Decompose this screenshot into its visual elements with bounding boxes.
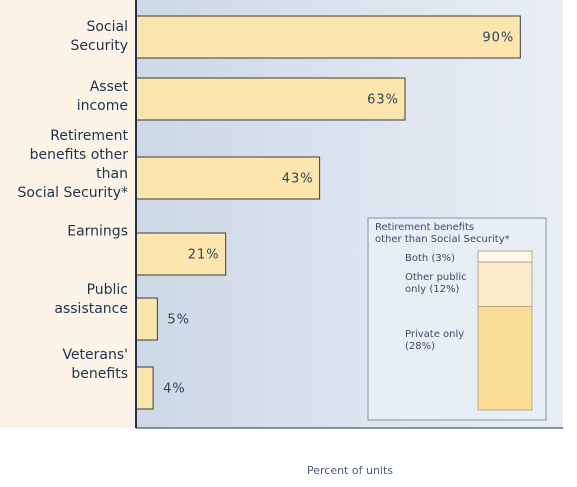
inset-title: Retirement benefits other than Social Se… (375, 222, 510, 245)
bar (135, 15, 521, 59)
bar (135, 297, 158, 341)
value-label: 4% (163, 382, 186, 397)
category-label: Public assistance (54, 282, 128, 317)
category-label: Retirement benefits other than Social Se… (17, 128, 128, 201)
inset-segment (477, 261, 533, 307)
value-label: 21% (188, 248, 220, 263)
inset-segment-label: Both (3%) (405, 253, 456, 264)
value-label: 43% (282, 172, 314, 187)
value-label: 63% (367, 93, 399, 108)
x-axis-title: Percent of units (307, 464, 393, 477)
category-label: Earnings (67, 223, 128, 240)
inset-segment-label: Private only (28%) (405, 329, 465, 352)
category-label: Veterans' benefits (62, 347, 128, 382)
category-label: Social Security (70, 19, 129, 54)
inset-segment-label: Other public only (12%) (405, 272, 467, 295)
label-panel (0, 0, 136, 428)
value-label: 90% (482, 31, 514, 46)
bar (135, 77, 406, 121)
inset-segment (477, 250, 533, 263)
bar (135, 232, 227, 276)
value-label: 5% (167, 313, 190, 328)
bar (135, 366, 154, 410)
inset-segment (477, 305, 533, 411)
bar (135, 156, 321, 200)
category-label: Asset income (76, 79, 128, 114)
